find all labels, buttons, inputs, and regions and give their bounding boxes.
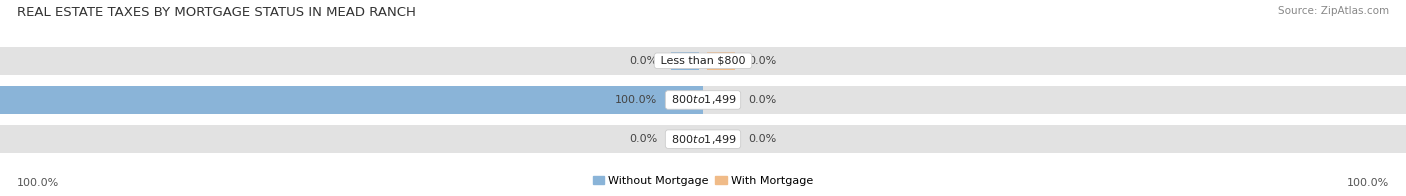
Bar — [672, 130, 700, 148]
Text: 0.0%: 0.0% — [749, 95, 778, 105]
Text: 0.0%: 0.0% — [628, 134, 657, 144]
Text: 0.0%: 0.0% — [749, 134, 778, 144]
Text: REAL ESTATE TAXES BY MORTGAGE STATUS IN MEAD RANCH: REAL ESTATE TAXES BY MORTGAGE STATUS IN … — [17, 6, 416, 19]
Bar — [0, 125, 1406, 153]
Bar — [707, 52, 734, 70]
Text: 100.0%: 100.0% — [1347, 178, 1389, 188]
Bar — [0, 86, 1406, 114]
Bar — [0, 86, 703, 114]
Bar — [0, 47, 1406, 75]
Text: 100.0%: 100.0% — [614, 95, 657, 105]
Bar — [707, 130, 734, 148]
Text: Less than $800: Less than $800 — [657, 56, 749, 66]
Bar — [707, 91, 734, 109]
Legend: Without Mortgage, With Mortgage: Without Mortgage, With Mortgage — [588, 172, 818, 191]
Bar — [672, 52, 700, 70]
Text: 0.0%: 0.0% — [749, 56, 778, 66]
Text: $800 to $1,499: $800 to $1,499 — [668, 133, 738, 146]
Bar — [672, 91, 700, 109]
Text: 100.0%: 100.0% — [17, 178, 59, 188]
Text: $800 to $1,499: $800 to $1,499 — [668, 93, 738, 106]
Text: Source: ZipAtlas.com: Source: ZipAtlas.com — [1278, 6, 1389, 16]
Text: 0.0%: 0.0% — [628, 56, 657, 66]
